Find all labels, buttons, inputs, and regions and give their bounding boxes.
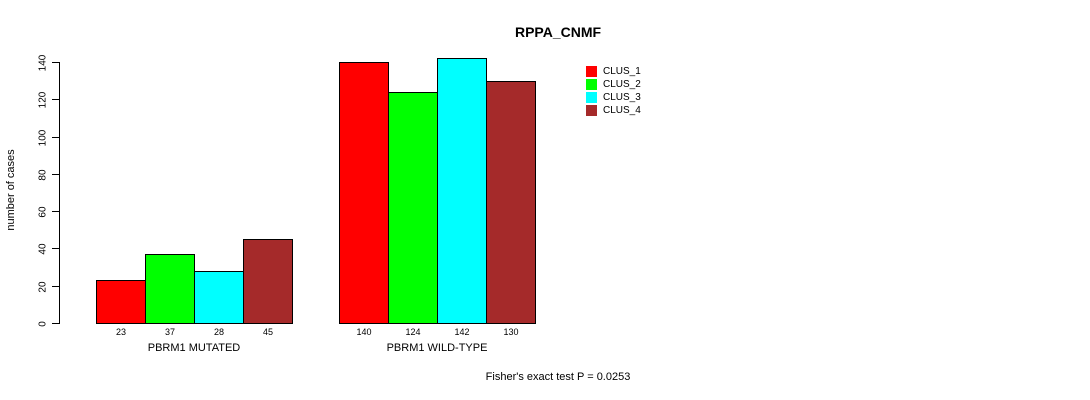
group-label-pbrm1-wild-type: PBRM1 WILD-TYPE [386,342,488,354]
bar-clus-2-pbrm1-mutated [145,254,195,324]
y-tick-label: 80 [37,168,49,181]
y-tick-label: 100 [37,129,49,146]
y-tick-label: 0 [37,320,49,327]
y-tick [52,62,59,63]
legend-item-clus-4: CLUS_4 [586,104,641,117]
legend-swatch-clus-1 [586,66,597,77]
y-tick-label: 60 [37,205,49,218]
bar-value-label: 124 [405,327,421,337]
y-tick [52,323,59,324]
bar-clus-3-pbrm1-mutated [194,271,244,324]
y-tick [52,99,59,100]
y-tick-label: 40 [37,242,49,255]
legend-label-clus-3: CLUS_3 [603,92,641,103]
bar-clus-4-pbrm1-mutated [243,239,293,324]
legend-item-clus-2: CLUS_2 [586,78,641,91]
bar-value-label: 45 [262,327,274,337]
bar-clus-2-pbrm1-wild-type [388,92,438,324]
y-axis-line [59,62,60,324]
y-tick [52,286,59,287]
bar-value-label: 142 [454,327,470,337]
bar-value-label: 23 [115,327,127,337]
legend-label-clus-4: CLUS_4 [603,105,641,116]
bar-clus-1-pbrm1-wild-type [339,62,389,324]
y-tick [52,211,59,212]
legend: CLUS_1 CLUS_2 CLUS_3 CLUS_4 [586,65,641,117]
bar-value-label: 140 [356,327,372,337]
chart-title: RPPA_CNMF [514,24,602,40]
y-tick [52,137,59,138]
bar-clus-4-pbrm1-wild-type [486,81,536,324]
legend-label-clus-1: CLUS_1 [603,66,641,77]
legend-swatch-clus-3 [586,92,597,103]
legend-swatch-clus-4 [586,105,597,116]
group-label-pbrm1-mutated: PBRM1 MUTATED [147,342,241,354]
legend-item-clus-3: CLUS_3 [586,91,641,104]
legend-label-clus-2: CLUS_2 [603,79,641,90]
legend-item-clus-1: CLUS_1 [586,65,641,78]
y-tick-label: 120 [37,91,49,108]
bar-value-label: 37 [164,327,176,337]
y-tick-label: 140 [37,54,49,71]
bar-value-label: 130 [503,327,519,337]
bar-clus-1-pbrm1-mutated [96,280,146,324]
fisher-test-annotation: Fisher's exact test P = 0.0253 [485,371,631,383]
y-tick-label: 20 [37,280,49,293]
bar-clus-3-pbrm1-wild-type [437,58,487,324]
y-tick [52,248,59,249]
bar-value-label: 28 [213,327,225,337]
y-tick [52,174,59,175]
legend-swatch-clus-2 [586,79,597,90]
